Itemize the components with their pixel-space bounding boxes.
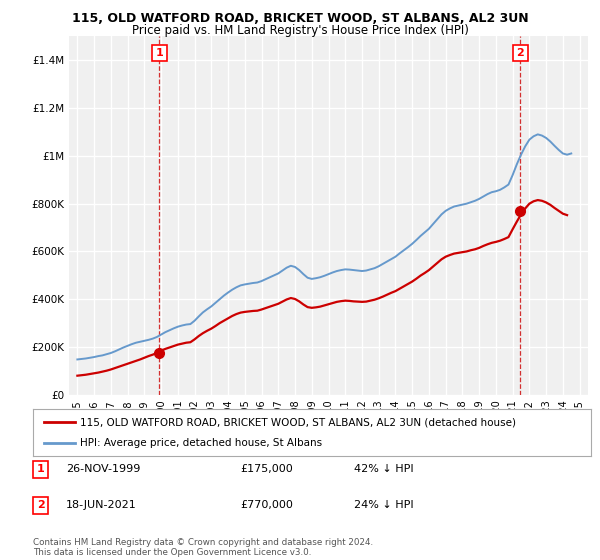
- Text: 115, OLD WATFORD ROAD, BRICKET WOOD, ST ALBANS, AL2 3UN: 115, OLD WATFORD ROAD, BRICKET WOOD, ST …: [71, 12, 529, 25]
- Text: 2: 2: [517, 48, 524, 58]
- Text: Contains HM Land Registry data © Crown copyright and database right 2024.
This d: Contains HM Land Registry data © Crown c…: [33, 538, 373, 557]
- Text: 42% ↓ HPI: 42% ↓ HPI: [354, 464, 413, 474]
- Text: £175,000: £175,000: [240, 464, 293, 474]
- Text: 1: 1: [37, 464, 44, 474]
- Text: HPI: Average price, detached house, St Albans: HPI: Average price, detached house, St A…: [80, 438, 323, 448]
- Text: 1: 1: [155, 48, 163, 58]
- Text: 24% ↓ HPI: 24% ↓ HPI: [354, 500, 413, 510]
- Text: 2: 2: [37, 500, 44, 510]
- Text: 26-NOV-1999: 26-NOV-1999: [66, 464, 140, 474]
- Text: 18-JUN-2021: 18-JUN-2021: [66, 500, 137, 510]
- Text: £770,000: £770,000: [240, 500, 293, 510]
- Text: 115, OLD WATFORD ROAD, BRICKET WOOD, ST ALBANS, AL2 3UN (detached house): 115, OLD WATFORD ROAD, BRICKET WOOD, ST …: [80, 417, 517, 427]
- Text: Price paid vs. HM Land Registry's House Price Index (HPI): Price paid vs. HM Land Registry's House …: [131, 24, 469, 36]
